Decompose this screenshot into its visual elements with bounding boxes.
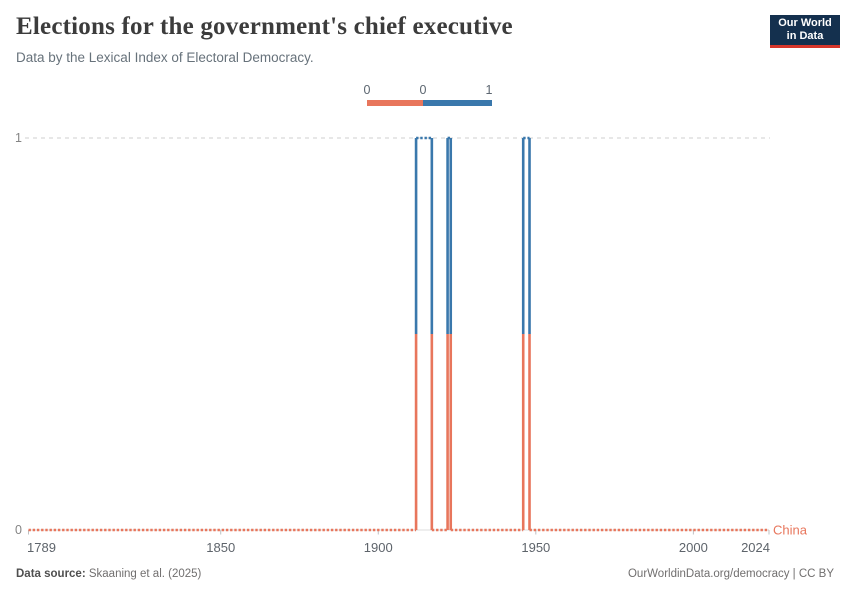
legend-swatch-1[interactable]	[423, 100, 492, 106]
data-source-label: Data source:	[16, 568, 86, 580]
logo-line2: in Data	[786, 30, 824, 42]
license-note: OurWorldinData.org/democracy | CC BY	[627, 568, 834, 580]
y-tick-label-1: 1	[15, 131, 22, 145]
owid-logo: Our World in Data	[770, 15, 840, 48]
page-subtitle: Data by the Lexical Index of Electoral D…	[16, 50, 314, 65]
legend-label-max: 1	[485, 83, 493, 97]
x-tick-label-1850: 1850	[206, 540, 235, 555]
y-tick-label-0: 0	[15, 523, 22, 537]
legend-label-mid: 0	[419, 83, 427, 97]
page-title: Elections for the government's chief exe…	[16, 13, 513, 40]
legend-label-min: 0	[363, 83, 371, 97]
x-tick-label-1950: 1950	[521, 540, 550, 555]
x-tick-label-2000: 2000	[679, 540, 708, 555]
logo-line1: Our World	[778, 17, 832, 30]
x-tick-label-1789: 1789	[27, 540, 56, 555]
series-china-line[interactable]	[28, 136, 770, 532]
chart-footer: Data source: Skaaning et al. (2025) OurW…	[16, 568, 834, 580]
x-tick-label-1900: 1900	[364, 540, 393, 555]
data-source-note: Data source: Skaaning et al. (2025)	[16, 568, 201, 580]
data-source-value: Skaaning et al. (2025)	[85, 568, 202, 580]
legend-swatch-0[interactable]	[367, 100, 423, 106]
x-tick-label-2024: 2024	[741, 540, 770, 555]
entity-label-china[interactable]: China	[773, 523, 808, 538]
